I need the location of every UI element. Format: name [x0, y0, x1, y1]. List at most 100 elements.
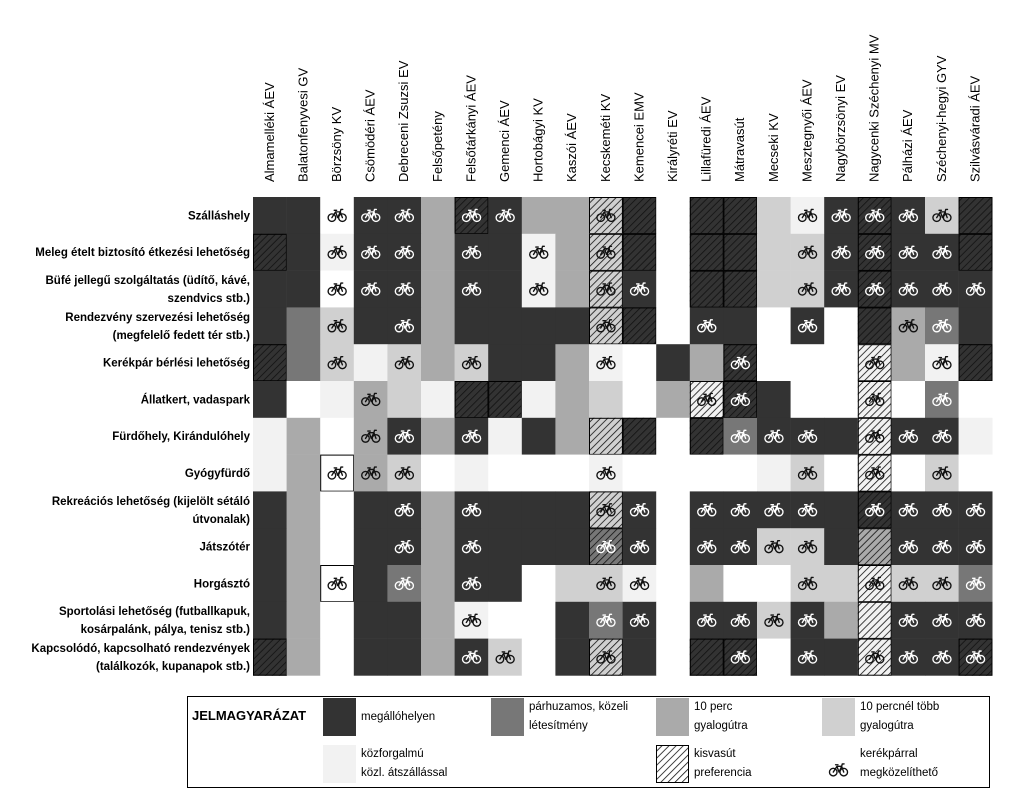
cell-bike-icon [697, 539, 717, 554]
cell-hatch [689, 270, 724, 308]
cell [320, 307, 355, 345]
cell [286, 381, 321, 419]
cell-bike-icon [865, 355, 885, 370]
cell [488, 638, 523, 676]
cell [286, 528, 321, 566]
cell-bike-icon [730, 650, 751, 664]
cell [891, 601, 926, 639]
cell [757, 638, 791, 676]
cell [555, 601, 590, 639]
column-label: Nagybörzsönyi EV [833, 75, 848, 182]
column-label: Felsőtárkányi ÁEV [463, 75, 478, 182]
cell-bike-icon [831, 208, 851, 223]
cell [387, 491, 422, 529]
cell-hatch [857, 601, 892, 639]
cell [757, 601, 791, 639]
cell [857, 528, 892, 566]
cell-bike-icon [629, 613, 650, 627]
cell [857, 565, 892, 603]
legend-label: preferencia [694, 767, 752, 779]
cell-bike-icon [898, 576, 919, 591]
cell-bike-icon [461, 208, 482, 223]
cell-bike-icon [797, 576, 818, 591]
legend-label: közforgalmú [361, 748, 424, 760]
cell [891, 307, 926, 345]
cell [353, 307, 388, 345]
cell [454, 638, 489, 676]
cell [421, 197, 455, 235]
column-label: Kemencei EMV [631, 92, 646, 182]
cell-bike-icon [596, 613, 616, 627]
legend-label: közl. átszállással [361, 767, 447, 779]
cell-hatch [723, 233, 758, 271]
column-label: Gemenci ÁEV [497, 100, 512, 182]
cell [521, 491, 556, 529]
cell [891, 197, 926, 235]
cell [925, 233, 959, 271]
cell [454, 270, 489, 308]
cell [521, 270, 556, 308]
legend-label: megállóhelyen [361, 711, 435, 723]
cell [421, 638, 455, 676]
legend-swatch [656, 745, 689, 783]
cell [757, 270, 791, 308]
cell-bike-icon [461, 282, 482, 296]
cell [421, 601, 455, 639]
cell-bike-icon [932, 466, 952, 480]
column-label: Lillafüredi ÁEV [699, 96, 714, 182]
cell [824, 638, 859, 676]
cell [320, 381, 355, 419]
cell [689, 233, 724, 271]
cell [689, 381, 724, 419]
cell-bike-icon [629, 576, 650, 591]
cell-bike-icon [965, 613, 986, 627]
cell-bike-icon [697, 503, 717, 517]
cell [958, 307, 993, 345]
cell [723, 381, 758, 419]
cell [589, 528, 623, 566]
cell [891, 491, 926, 529]
cell [488, 565, 523, 603]
cell [857, 381, 892, 419]
cell-hatch [958, 344, 993, 382]
row-label: Büfé jellegű szolgáltatás (üdítő, kávé, [46, 275, 251, 287]
cell-bike-icon [865, 576, 885, 591]
cell [286, 565, 321, 603]
cell [353, 344, 388, 382]
row-label: Sportolási lehetőség (futballkapuk, [59, 606, 250, 618]
cell [521, 454, 556, 492]
cell [723, 344, 758, 382]
cell [253, 381, 287, 419]
cell-bike-icon [327, 319, 347, 333]
cell-bike-icon [629, 539, 650, 554]
cell [320, 270, 355, 308]
cell [824, 197, 859, 235]
cell-bike-icon [361, 429, 381, 443]
column-label: Balatonfenyvesi GV [295, 67, 310, 182]
cell-bike-icon [596, 503, 616, 517]
row-label: (megfelelő fedett tér stb.) [113, 330, 251, 342]
cell-bike-icon [461, 245, 482, 259]
cell [353, 491, 388, 529]
column-label: Mátravasút [732, 117, 747, 182]
cell [387, 307, 422, 345]
cell-bike-icon [461, 429, 482, 443]
cell [421, 381, 455, 419]
cell-hatch [622, 307, 657, 345]
row-label: Kerékpár bérlési lehetőség [103, 358, 250, 370]
cell-bike-icon [461, 539, 482, 554]
column-label: Felsőpetény [430, 111, 445, 182]
cell [925, 417, 959, 455]
cell [488, 344, 523, 382]
row-label: szendvics stb.) [168, 293, 251, 305]
cell [925, 381, 959, 419]
cell [790, 270, 825, 308]
cell [387, 601, 422, 639]
cell-bike-icon [932, 319, 952, 333]
cell [689, 417, 724, 455]
cell [723, 528, 758, 566]
column-label: Kaszói ÁEV [564, 113, 579, 182]
cell [891, 528, 926, 566]
column-label: Kecskeméti KV [598, 94, 613, 182]
cell-bike-icon [394, 355, 415, 370]
